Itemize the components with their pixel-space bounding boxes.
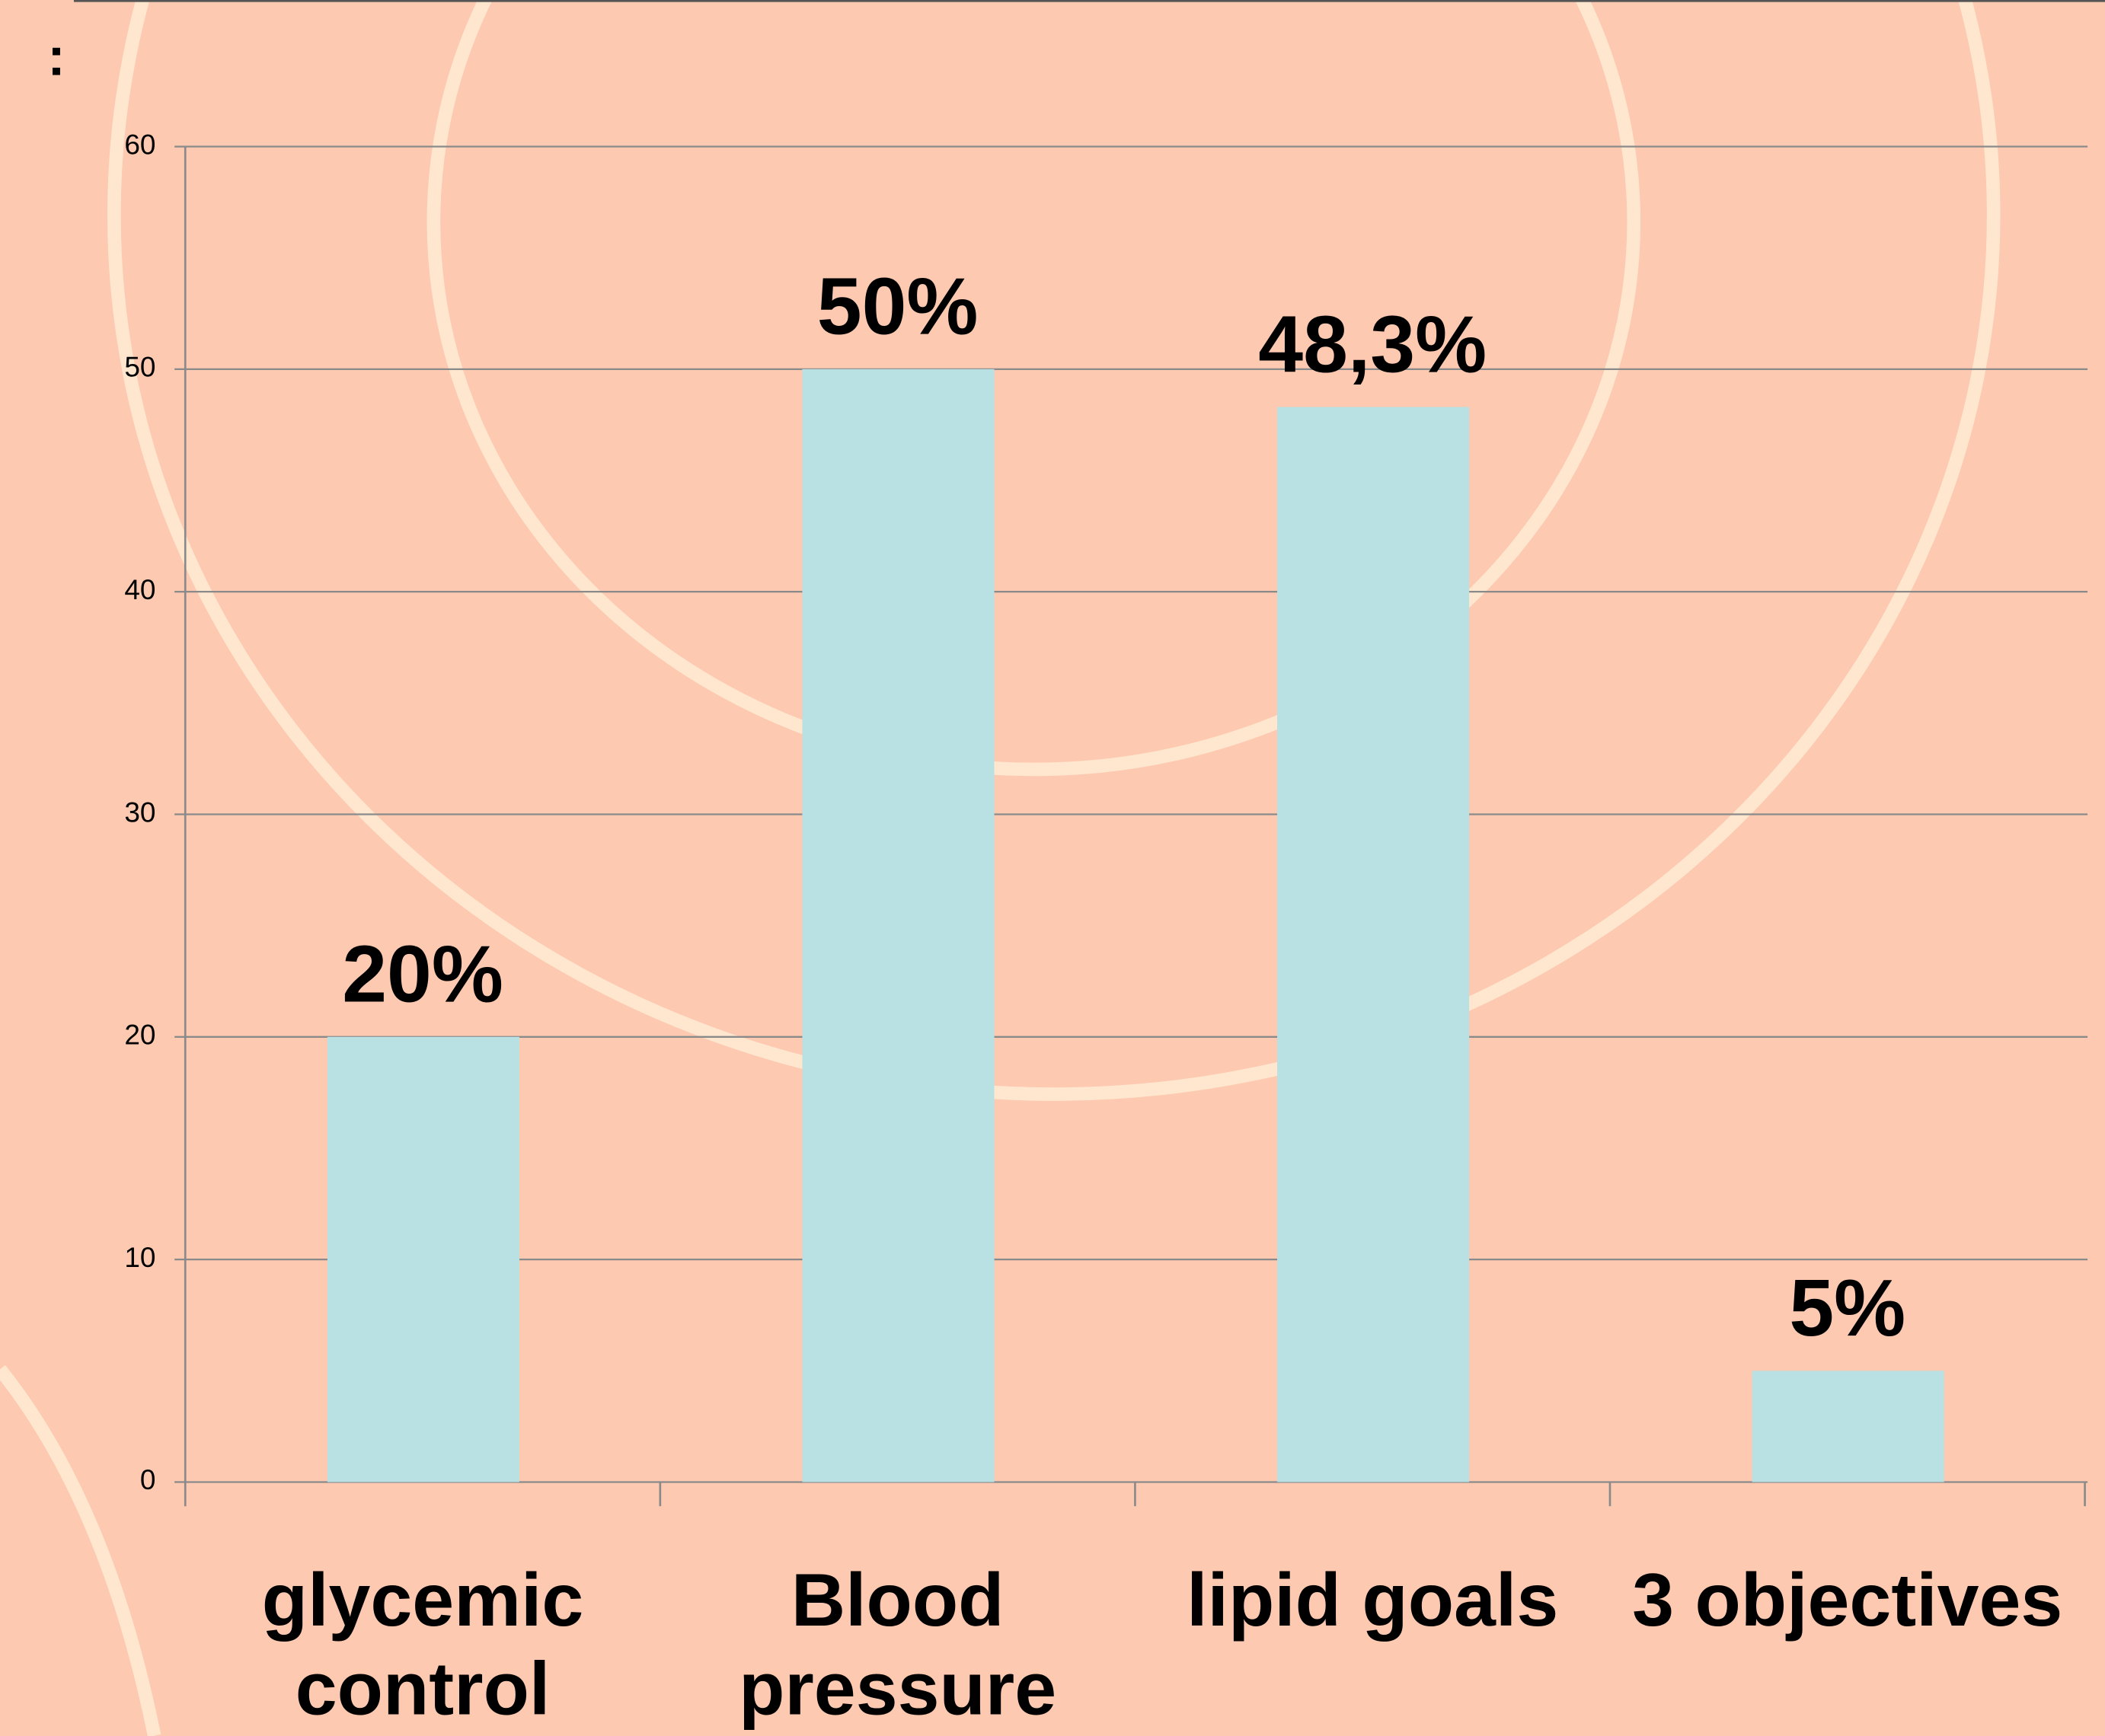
x-tick-label: 3 objectives bbox=[1596, 1556, 2098, 1644]
y-tick-label: 30 bbox=[124, 796, 155, 828]
bar bbox=[1752, 1371, 1944, 1482]
y-tick-label: 10 bbox=[124, 1241, 155, 1273]
y-tick-label: 20 bbox=[124, 1019, 155, 1051]
x-tick-label-box: lipid goals bbox=[1122, 1556, 1624, 1736]
annotation: : bbox=[47, 26, 65, 86]
y-tick-label: 40 bbox=[124, 573, 155, 605]
bar bbox=[802, 369, 994, 1482]
x-tick-label: Blood pressure bbox=[647, 1556, 1148, 1733]
y-tick-label: 60 bbox=[124, 128, 155, 160]
x-tick-label: lipid goals bbox=[1122, 1556, 1624, 1644]
x-tick-label-box: 3 objectives bbox=[1596, 1556, 2098, 1736]
value-label: 20% bbox=[342, 930, 503, 1020]
value-label: 50% bbox=[817, 262, 979, 352]
bar bbox=[1277, 407, 1469, 1482]
page: : 0 10 20 30 40 50 60 20% glycemic control 50% Blo… bbox=[0, 0, 2105, 1736]
value-label: 5% bbox=[1789, 1263, 1905, 1353]
x-tick-label: glycemic control bbox=[172, 1556, 674, 1733]
chart: : 0 10 20 30 40 50 60 20% glycemic control 50% Blo… bbox=[0, 0, 2105, 1736]
x-tick-label-box: glycemic control bbox=[172, 1556, 674, 1736]
y-tick-label: 50 bbox=[124, 351, 155, 383]
y-tick-label: 0 bbox=[140, 1463, 156, 1495]
bar bbox=[327, 1037, 519, 1482]
value-label: 48,3% bbox=[1258, 299, 1487, 389]
x-tick-label-box: Blood pressure bbox=[647, 1556, 1148, 1736]
